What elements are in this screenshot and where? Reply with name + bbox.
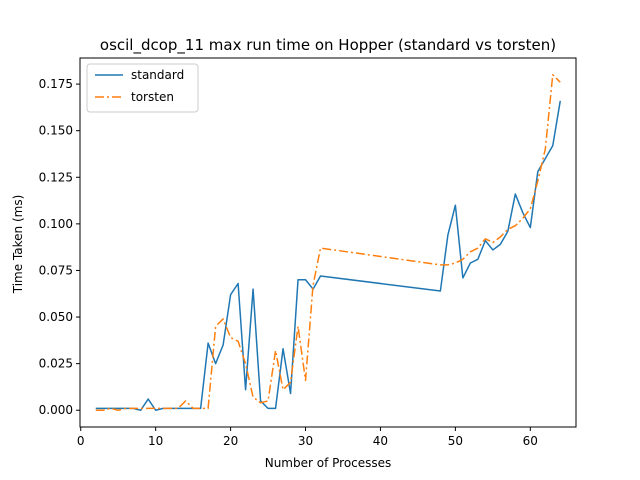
x-tick-label: 20: [223, 434, 238, 448]
chart-title: oscil_dcop_11 max run time on Hopper (st…: [100, 36, 556, 55]
y-axis-label: Time Taken (ms): [11, 195, 25, 295]
series-lines: [95, 74, 562, 411]
x-tick-label: 60: [523, 434, 538, 448]
axis-ticks: 0 10 20 30 40 50 60 0.000 0.025 0.050 0.075 0.100 0.…: [39, 77, 538, 448]
x-tick-label: 40: [373, 434, 388, 448]
series-line-torsten: [95, 74, 561, 411]
x-axis-label: Number of Processes: [265, 456, 392, 470]
legend: standard torsten: [86, 63, 199, 113]
y-tick-label: 0.050: [39, 310, 73, 324]
y-tick-label: 0.100: [39, 217, 73, 231]
x-tick-label: 0: [77, 434, 85, 448]
y-tick-label: 0.000: [39, 403, 73, 417]
x-tick-label: 10: [148, 434, 163, 448]
legend-label-standard: standard: [131, 68, 184, 82]
y-tick-label: 0.150: [39, 124, 73, 138]
x-tick-label: 30: [298, 434, 313, 448]
y-tick-label: 0.175: [39, 77, 73, 91]
legend-label-torsten: torsten: [131, 90, 174, 104]
y-tick-label: 0.125: [39, 170, 73, 184]
y-tick-label: 0.025: [39, 357, 73, 371]
plot-frame: [79, 57, 577, 428]
series-line-standard: [95, 100, 562, 411]
x-tick-label: 50: [448, 434, 463, 448]
y-tick-label: 0.075: [39, 263, 73, 277]
legend-box: [86, 63, 199, 113]
